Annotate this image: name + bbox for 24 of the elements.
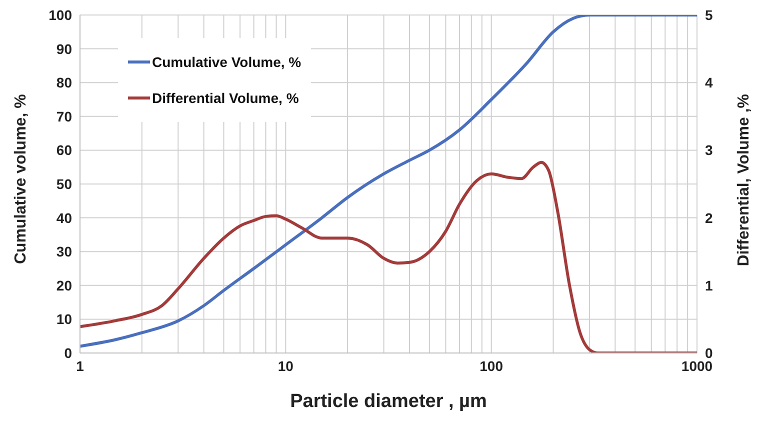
y-tick-label: 80 bbox=[56, 74, 72, 91]
y-tick-label: 0 bbox=[64, 344, 72, 361]
y-tick-label: 20 bbox=[56, 277, 72, 294]
y-axis-title: Cumulative volume, % bbox=[12, 94, 30, 264]
y2-tick-label: 1 bbox=[705, 277, 713, 294]
y-tick-label: 70 bbox=[56, 108, 72, 124]
legend-label: Cumulative Volume, % bbox=[152, 54, 302, 70]
x-tick-label: 100 bbox=[480, 358, 504, 374]
y-tick-label: 50 bbox=[56, 176, 72, 192]
y-tick-label: 90 bbox=[56, 40, 72, 57]
y-tick-label: 30 bbox=[56, 244, 72, 260]
y-tick-label: 60 bbox=[56, 142, 72, 158]
x-axis-title: Particle diameter , µm bbox=[290, 391, 487, 412]
y2-tick-label: 5 bbox=[705, 6, 713, 23]
x-tick-label: 10 bbox=[278, 358, 294, 374]
y-tick-label: 40 bbox=[56, 210, 72, 226]
y2-tick-label: 4 bbox=[705, 74, 713, 91]
legend-label: Differential Volume, % bbox=[152, 90, 299, 106]
y-tick-label: 10 bbox=[56, 311, 72, 328]
y2-axis-title: Differential, Volume ,% bbox=[736, 94, 753, 266]
x-tick-label: 1 bbox=[76, 358, 84, 374]
y2-tick-label: 2 bbox=[705, 210, 713, 226]
y2-tick-label: 3 bbox=[705, 142, 713, 158]
y-tick-label: 100 bbox=[48, 6, 72, 23]
